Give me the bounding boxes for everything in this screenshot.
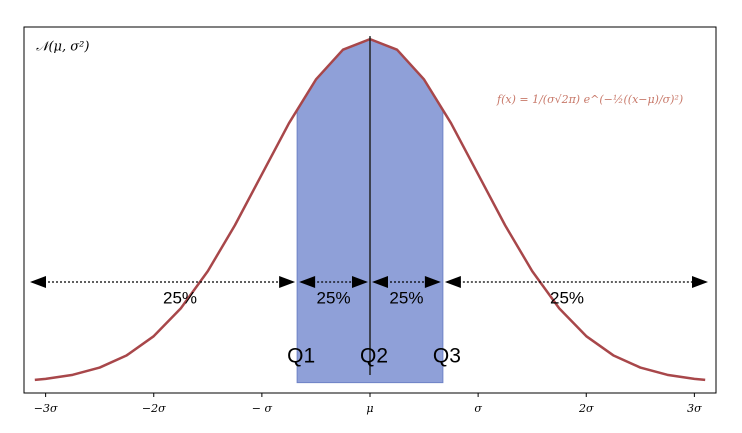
- formula: f(x) = 1/(σ√2π) e^(−½((x−μ)/σ)²): [496, 93, 683, 106]
- arrow-head: [279, 276, 296, 288]
- arrow-head: [444, 276, 461, 288]
- quartile-label: Q2: [360, 345, 388, 368]
- quartile-label: Q1: [287, 345, 315, 368]
- arrow-head: [372, 276, 388, 288]
- arrow-head: [692, 276, 708, 288]
- chart-title: 𝒩(μ, σ²): [36, 40, 89, 55]
- segment-label: 25%: [389, 288, 423, 307]
- arrow-head: [30, 276, 46, 288]
- quartile-label: Q3: [433, 345, 461, 368]
- segment-label: 25%: [163, 288, 197, 307]
- x-tick-label: − σ: [252, 402, 273, 415]
- x-tick-label: 3σ: [687, 402, 702, 415]
- arrow-head: [299, 276, 316, 288]
- segment-label: 25%: [317, 288, 351, 307]
- x-tick-label: 2σ: [578, 402, 594, 415]
- x-tick-label: −3σ: [34, 402, 58, 415]
- arrow-head: [352, 276, 368, 288]
- x-tick-label: σ: [474, 402, 482, 415]
- segment-label: 25%: [550, 288, 584, 307]
- x-tick-label: −2σ: [142, 402, 166, 415]
- arrow-head: [424, 276, 441, 288]
- x-tick-label: μ: [366, 402, 373, 415]
